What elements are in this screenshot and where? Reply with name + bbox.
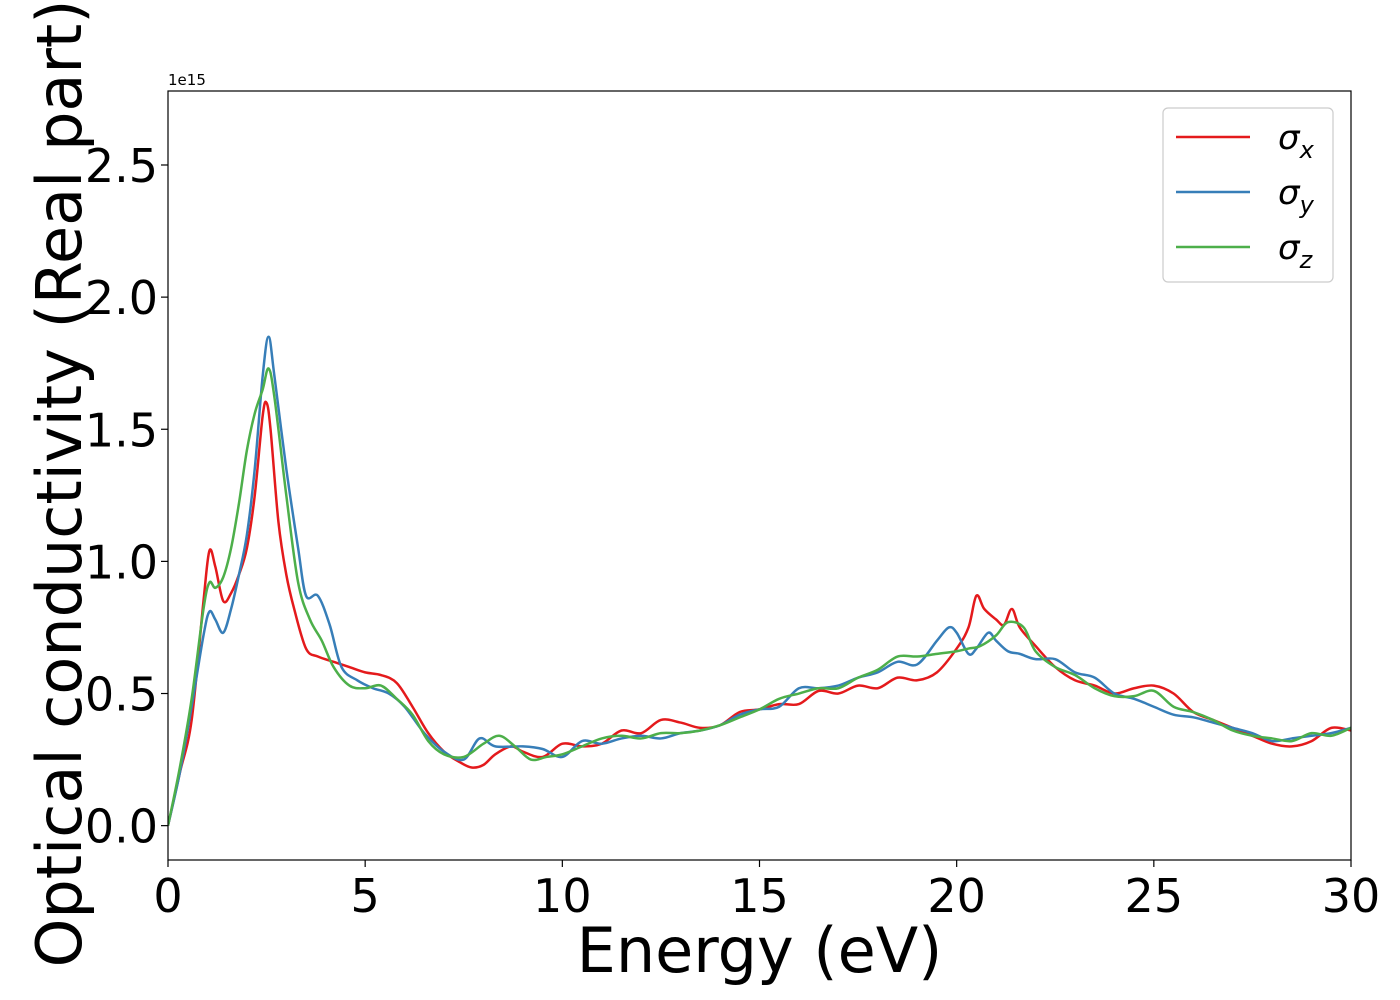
x-tick-label: 5 (351, 869, 380, 923)
x-axis-ticks: 0 5 10 15 20 25 30 (153, 860, 1380, 923)
y-tick-label: 1.0 (85, 535, 158, 589)
series-line-x (168, 400, 1351, 826)
y-tick-label: 1.5 (85, 403, 158, 457)
series-line-y (168, 335, 1351, 826)
x-axis-label: Energy (eV) (577, 914, 943, 987)
legend-label: σz (1278, 228, 1314, 274)
x-tick-label: 20 (927, 869, 986, 923)
legend-label: σx (1278, 118, 1315, 164)
y-tick-label: 2.5 (85, 139, 158, 193)
legend-box (1162, 107, 1334, 283)
legend: σx σy σz (1162, 107, 1334, 283)
legend-entry-z: σz (1176, 228, 1314, 274)
x-tick-label: 30 (1322, 869, 1381, 923)
y-axis-label: Optical conductivity (Real part) (23, 0, 96, 967)
series-line-z (168, 367, 1351, 826)
y-tick-label: 2.0 (85, 271, 158, 325)
y-offset-label: 1e15 (168, 71, 206, 89)
legend-entry-x: σx (1176, 118, 1315, 164)
x-tick-label: 0 (153, 869, 182, 923)
x-tick-label: 25 (1125, 869, 1184, 923)
y-tick-label: 0.5 (85, 668, 158, 722)
legend-label: σy (1278, 173, 1315, 219)
y-tick-label: 0.0 (85, 800, 158, 854)
y-axis-ticks: 0.0 0.5 1.0 1.5 2.0 2.5 (85, 139, 168, 854)
x-tick-label: 10 (533, 869, 592, 923)
x-tick-label: 15 (730, 869, 789, 923)
series-layer (168, 335, 1351, 826)
legend-entry-y: σy (1176, 173, 1315, 219)
